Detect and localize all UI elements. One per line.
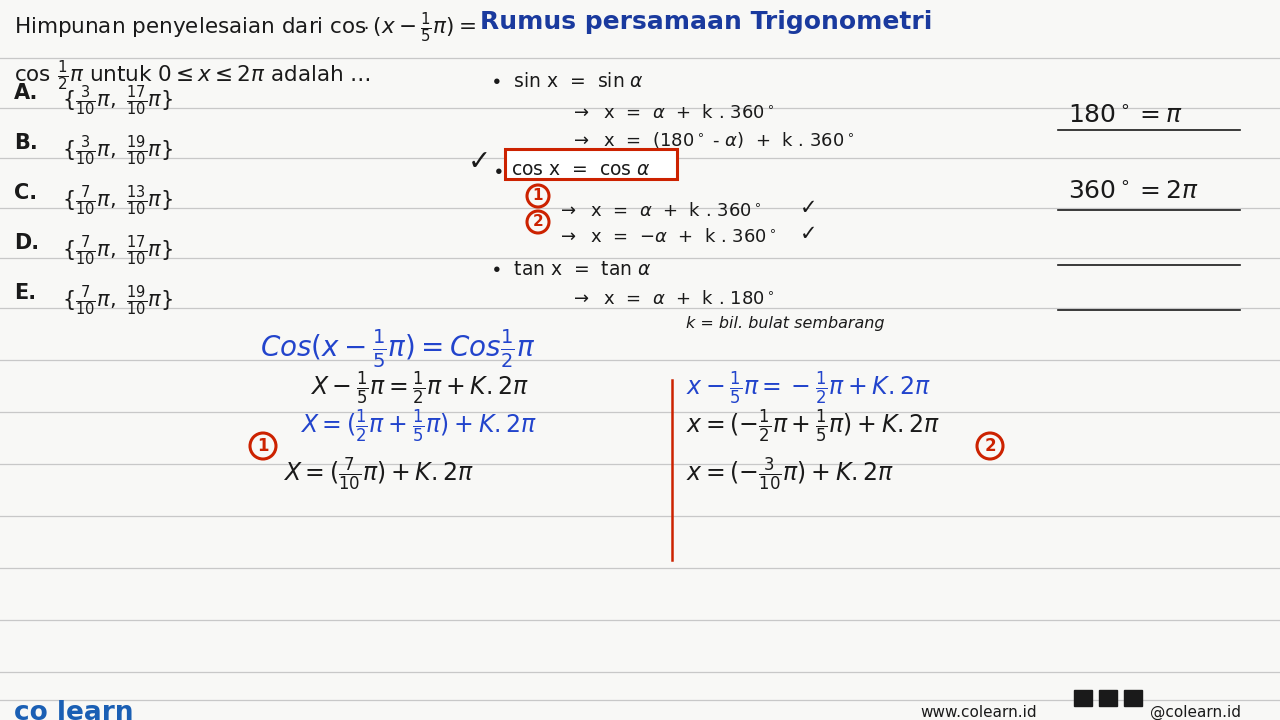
Text: Rumus persamaan Trigonometri: Rumus persamaan Trigonometri [480,10,932,34]
Text: $x = (-\frac{1}{2}\pi + \frac{1}{5}\pi) + K.2\pi$: $x = (-\frac{1}{2}\pi + \frac{1}{5}\pi) … [686,408,941,446]
Text: C.: C. [14,183,37,203]
Text: $\rightarrow$  x  =  $-\alpha$  +  k . 360$^\circ$: $\rightarrow$ x = $-\alpha$ + k . 360$^\… [557,228,777,246]
Text: cos $\frac{1}{2}\pi$ untuk $0 \leq x \leq 2\pi$ adalah $\ldots$: cos $\frac{1}{2}\pi$ untuk $0 \leq x \le… [14,58,371,93]
Text: $180^\circ = \pi$: $180^\circ = \pi$ [1068,104,1183,128]
FancyBboxPatch shape [506,149,677,179]
Text: A.: A. [14,83,38,103]
Text: ✓: ✓ [800,224,818,244]
Text: cos x  =  cos $\alpha$: cos x = cos $\alpha$ [511,160,650,179]
Text: $\rightarrow$  x  =  (180$^\circ$ - $\alpha$)  +  k . 360$^\circ$: $\rightarrow$ x = (180$^\circ$ - $\alpha… [570,130,854,150]
Text: $360^\circ = 2\pi$: $360^\circ = 2\pi$ [1068,180,1198,204]
Text: D.: D. [14,233,40,253]
Text: E.: E. [14,283,36,303]
Text: $\{\frac{7}{10}\pi,\ \frac{19}{10}\pi\}$: $\{\frac{7}{10}\pi,\ \frac{19}{10}\pi\}$ [61,283,173,318]
Text: $\bullet$  tan x  =  tan $\alpha$: $\bullet$ tan x = tan $\alpha$ [490,260,652,279]
Text: @colearn.id: @colearn.id [1149,705,1242,720]
Text: www.colearn.id: www.colearn.id [920,705,1037,720]
Text: $X = (\frac{7}{10}\pi) + K.2\pi$: $X = (\frac{7}{10}\pi) + K.2\pi$ [283,456,474,493]
Text: $\{\frac{3}{10}\pi,\ \frac{17}{10}\pi\}$: $\{\frac{3}{10}\pi,\ \frac{17}{10}\pi\}$ [61,83,173,117]
Text: $\{\frac{7}{10}\pi,\ \frac{13}{10}\pi\}$: $\{\frac{7}{10}\pi,\ \frac{13}{10}\pi\}$ [61,183,173,217]
FancyBboxPatch shape [1124,690,1142,706]
Text: $\bullet$  sin x  =  sin $\alpha$: $\bullet$ sin x = sin $\alpha$ [490,72,644,91]
Text: 1: 1 [532,189,543,204]
Text: $\{\frac{3}{10}\pi,\ \frac{19}{10}\pi\}$: $\{\frac{3}{10}\pi,\ \frac{19}{10}\pi\}$ [61,133,173,168]
Text: $\{\frac{7}{10}\pi,\ \frac{17}{10}\pi\}$: $\{\frac{7}{10}\pi,\ \frac{17}{10}\pi\}$ [61,233,173,268]
Text: ✓: ✓ [800,198,818,218]
Text: $\rightarrow$  x  =  $\alpha$  +  k . 180$^\circ$: $\rightarrow$ x = $\alpha$ + k . 180$^\c… [570,290,774,308]
Text: $\rightarrow$  x  =  $\alpha$  +  k . 360$^\circ$: $\rightarrow$ x = $\alpha$ + k . 360$^\c… [570,104,774,122]
Text: k = bil. bulat sembarang: k = bil. bulat sembarang [686,316,884,331]
Text: 2: 2 [532,215,544,230]
Text: $X = (\frac{1}{2}\pi + \frac{1}{5}\pi) + K.2\pi$: $X = (\frac{1}{2}\pi + \frac{1}{5}\pi) +… [300,408,538,446]
Text: $x = (-\frac{3}{10}\pi) + K.2\pi$: $x = (-\frac{3}{10}\pi) + K.2\pi$ [686,456,895,493]
Text: 2: 2 [984,437,996,455]
Text: B.: B. [14,133,37,153]
Text: ✓: ✓ [468,148,492,176]
Text: 1: 1 [257,437,269,455]
Text: $\bullet$: $\bullet$ [492,160,503,179]
Text: co learn: co learn [14,700,133,720]
Text: Himpunan penyelesaian dari cos$\dot{}$ $(x - \frac{1}{5}\pi) =$: Himpunan penyelesaian dari cos$\dot{}$ $… [14,10,476,45]
Text: $\rightarrow$  x  =  $\alpha$  +  k . 360$^\circ$: $\rightarrow$ x = $\alpha$ + k . 360$^\c… [557,202,762,220]
Text: $X - \frac{1}{5}\pi = \frac{1}{2}\pi + K.2\pi$: $X - \frac{1}{5}\pi = \frac{1}{2}\pi + K… [310,370,529,408]
FancyBboxPatch shape [1074,690,1092,706]
FancyBboxPatch shape [1100,690,1117,706]
Text: $x - \frac{1}{5}\pi = -\frac{1}{2}\pi + K.2\pi$: $x - \frac{1}{5}\pi = -\frac{1}{2}\pi + … [686,370,931,408]
Text: $\mathit{Cos(x - \frac{1}{5}\pi) = Cos\frac{1}{2}\pi}$: $\mathit{Cos(x - \frac{1}{5}\pi) = Cos\f… [260,328,535,370]
